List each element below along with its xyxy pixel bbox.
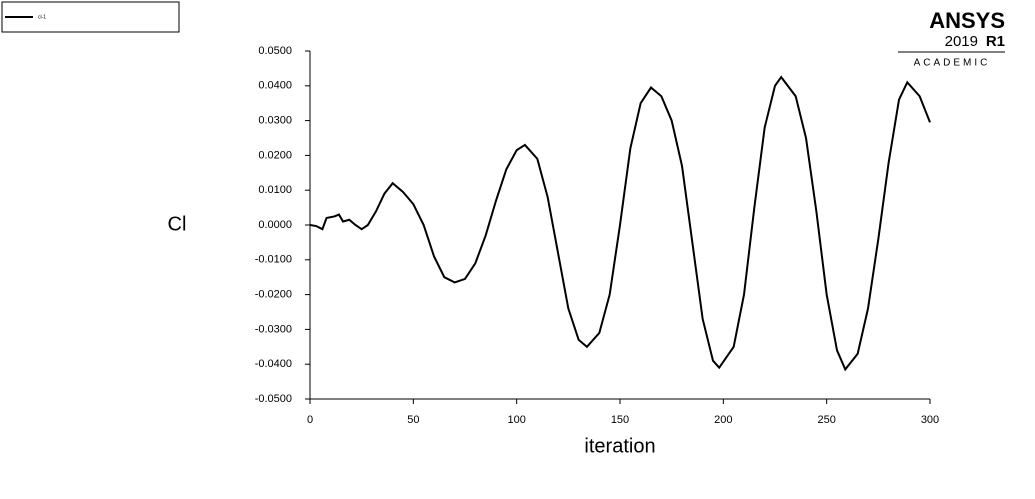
brand-version: 2019 bbox=[945, 33, 978, 50]
y-tick-label: -0.0400 bbox=[255, 358, 292, 370]
x-axis-label: iteration bbox=[584, 435, 655, 457]
brand-release: R1 bbox=[986, 33, 1005, 50]
x-tick-label: 100 bbox=[507, 414, 525, 426]
y-tick-label: 0.0200 bbox=[258, 149, 292, 161]
y-tick-label: 0.0500 bbox=[258, 45, 292, 57]
y-tick-label: -0.0300 bbox=[255, 323, 292, 335]
brand-edition: ACADEMIC bbox=[914, 58, 991, 69]
x-tick-label: 250 bbox=[817, 414, 835, 426]
y-tick-label: -0.0500 bbox=[255, 393, 292, 405]
y-tick-label: 0.0100 bbox=[258, 184, 292, 196]
x-tick-label: 150 bbox=[611, 414, 629, 426]
x-tick-label: 200 bbox=[714, 414, 732, 426]
y-axis-label: Cl bbox=[168, 213, 187, 235]
x-tick-label: 0 bbox=[307, 414, 313, 426]
y-tick-label: -0.0100 bbox=[255, 254, 292, 266]
y-tick-label: -0.0200 bbox=[255, 289, 292, 301]
y-tick-label: 0.0400 bbox=[258, 80, 292, 92]
y-tick-label: 0.0000 bbox=[258, 219, 292, 231]
y-tick-label: 0.0300 bbox=[258, 115, 292, 127]
x-tick-label: 50 bbox=[407, 414, 419, 426]
legend-label: cl-1 bbox=[38, 14, 46, 20]
x-tick-label: 300 bbox=[921, 414, 939, 426]
brand-name: ANSYS bbox=[929, 8, 1005, 33]
data-line bbox=[309, 75, 931, 372]
